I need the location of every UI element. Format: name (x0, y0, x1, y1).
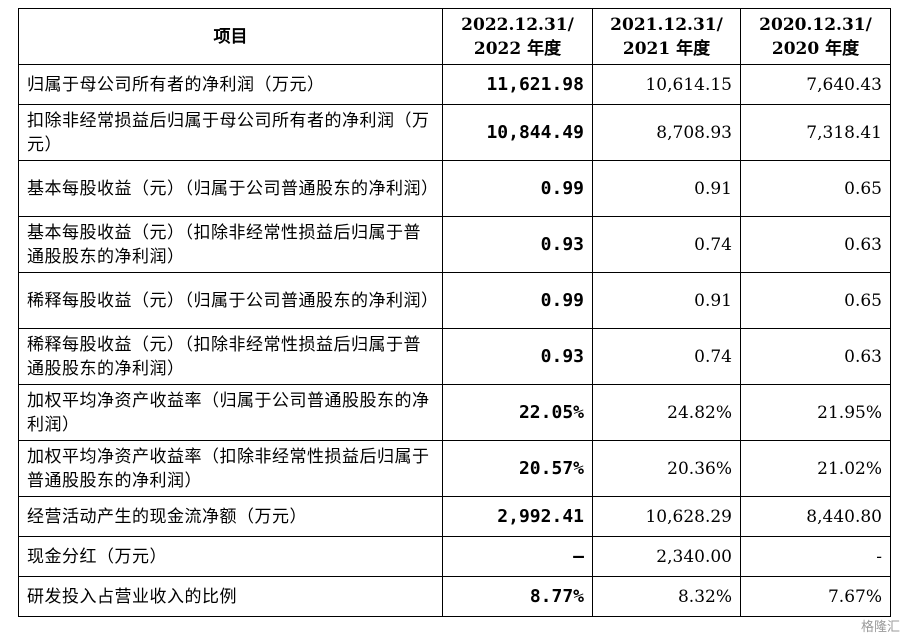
header-2021-date: 2021.12.31/ (610, 14, 723, 35)
header-2020-date: 2020.12.31/ (759, 14, 872, 35)
value-2020: 7,318.41 (740, 104, 891, 161)
table-row: 加权平均净资产收益率（归属于公司普通股股东的净利润） 22.05% 24.82%… (18, 384, 891, 441)
header-2022-date: 2022.12.31/ (461, 14, 574, 35)
table-row: 加权平均净资产收益率（扣除非经常性损益后归属于普通股股东的净利润） 20.57%… (18, 440, 891, 497)
value-2022: 20.57% (442, 440, 593, 497)
value-2022: 0.93 (442, 328, 593, 385)
value-2022: 0.93 (442, 216, 593, 273)
value-2020: 8,440.80 (740, 496, 891, 537)
row-label: 经营活动产生的现金流净额（万元） (18, 496, 443, 537)
value-2022: 8.77% (442, 576, 593, 617)
value-2022: 0.99 (442, 160, 593, 217)
value-2021: 2,340.00 (592, 536, 741, 577)
table-row: 扣除非经常损益后归属于母公司所有者的净利润（万元） 10,844.49 8,70… (18, 104, 891, 161)
row-label: 现金分红（万元） (18, 536, 443, 577)
value-2021: 24.82% (592, 384, 741, 441)
value-2022: 2,992.41 (442, 496, 593, 537)
row-label: 基本每股收益（元）（归属于公司普通股东的净利润） (18, 160, 443, 217)
header-2021: 2021.12.31/ 2021 年度 (592, 8, 741, 65)
header-2022-year: 2022 年度 (473, 38, 562, 59)
value-2022: 11,621.98 (442, 64, 593, 105)
header-2022: 2022.12.31/ 2022 年度 (442, 8, 593, 65)
value-2020: 0.63 (740, 216, 891, 273)
value-2021: 0.74 (592, 216, 741, 273)
table-row: 归属于母公司所有者的净利润（万元） 11,621.98 10,614.15 7,… (18, 64, 891, 105)
value-2020: 7.67% (740, 576, 891, 617)
value-2022: – (442, 536, 593, 577)
row-label: 稀释每股收益（元）（扣除非经常性损益后归属于普通股股东的净利润） (18, 328, 443, 385)
row-label: 扣除非经常损益后归属于母公司所有者的净利润（万元） (18, 104, 443, 161)
value-2020: 7,640.43 (740, 64, 891, 105)
value-2022: 10,844.49 (442, 104, 593, 161)
header-2021-year: 2021 年度 (622, 38, 711, 59)
row-label: 归属于母公司所有者的净利润（万元） (18, 64, 443, 105)
value-2020: - (740, 536, 891, 577)
value-2022: 0.99 (442, 272, 593, 329)
row-label: 稀释每股收益（元）（归属于公司普通股东的净利润） (18, 272, 443, 329)
value-2021: 0.74 (592, 328, 741, 385)
value-2020: 21.95% (740, 384, 891, 441)
table-row: 基本每股收益（元）（归属于公司普通股东的净利润） 0.99 0.91 0.65 (18, 160, 891, 217)
value-2021: 10,614.15 (592, 64, 741, 105)
value-2021: 8,708.93 (592, 104, 741, 161)
table-row: 研发投入占营业收入的比例 8.77% 8.32% 7.67% (18, 576, 891, 617)
row-label: 加权平均净资产收益率（扣除非经常性损益后归属于普通股股东的净利润） (18, 440, 443, 497)
value-2021: 8.32% (592, 576, 741, 617)
value-2020: 0.65 (740, 272, 891, 329)
header-2020: 2020.12.31/ 2020 年度 (740, 8, 891, 65)
row-label: 加权平均净资产收益率（归属于公司普通股股东的净利润） (18, 384, 443, 441)
header-row: 项目 2022.12.31/ 2022 年度 2021.12.31/ 2021 … (18, 8, 891, 65)
value-2020: 0.65 (740, 160, 891, 217)
value-2022: 22.05% (442, 384, 593, 441)
watermark-logo: 格隆汇 (860, 620, 900, 635)
table-row: 稀释每股收益（元）（归属于公司普通股东的净利润） 0.99 0.91 0.65 (18, 272, 891, 329)
table-row: 经营活动产生的现金流净额（万元） 2,992.41 10,628.29 8,44… (18, 496, 891, 537)
row-label: 研发投入占营业收入的比例 (18, 576, 443, 617)
header-2020-year: 2020 年度 (771, 38, 860, 59)
value-2021: 0.91 (592, 272, 741, 329)
row-label: 基本每股收益（元）（扣除非经常性损益后归属于普通股股东的净利润） (18, 216, 443, 273)
header-item: 项目 (18, 8, 443, 65)
table-row: 现金分红（万元） – 2,340.00 - (18, 536, 891, 577)
table-row: 基本每股收益（元）（扣除非经常性损益后归属于普通股股东的净利润） 0.93 0.… (18, 216, 891, 273)
value-2020: 21.02% (740, 440, 891, 497)
financial-table: 项目 2022.12.31/ 2022 年度 2021.12.31/ 2021 … (18, 8, 891, 617)
value-2021: 10,628.29 (592, 496, 741, 537)
table-row: 稀释每股收益（元）（扣除非经常性损益后归属于普通股股东的净利润） 0.93 0.… (18, 328, 891, 385)
value-2021: 20.36% (592, 440, 741, 497)
value-2021: 0.91 (592, 160, 741, 217)
value-2020: 0.63 (740, 328, 891, 385)
